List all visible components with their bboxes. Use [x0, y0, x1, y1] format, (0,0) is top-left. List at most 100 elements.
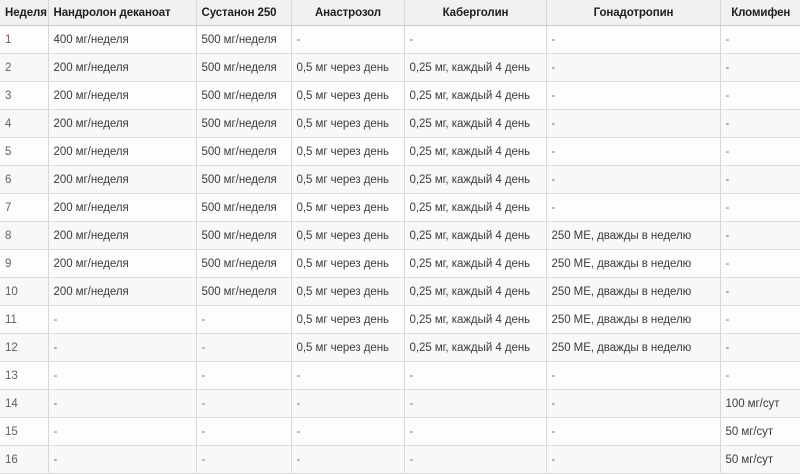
- cell-empty-dash: -: [196, 389, 292, 418]
- table-row: 11- -0,5 мг через день 0,25 мг, каждый 4 д…: [0, 305, 800, 334]
- cell-week-number: 6: [0, 165, 49, 194]
- cell-empty-dash: -: [720, 333, 800, 362]
- cell-week-number: 4: [0, 109, 49, 138]
- cell-dosage: 200 мг/неделя: [48, 221, 197, 250]
- cell-empty-dash: -: [720, 165, 800, 194]
- cell-dosage: 0,5 мг через день: [291, 305, 405, 334]
- cell-dosage: 500 мг/неделя: [196, 249, 292, 278]
- column-header-sustanon: Сустанон 250: [196, 0, 292, 26]
- cell-week-number: 12: [0, 333, 49, 362]
- cell-dosage: 500 мг/неделя: [196, 109, 292, 138]
- cell-week-number: 8: [0, 221, 49, 250]
- cell-dosage: 200 мг/неделя: [48, 249, 197, 278]
- cell-week-number: 5: [0, 137, 49, 166]
- cell-dosage: 0,25 мг, каждый 4 день: [404, 221, 547, 250]
- cell-empty-dash: -: [196, 305, 292, 334]
- cell-empty-dash: -: [720, 305, 800, 334]
- cell-week-number: 1: [0, 25, 49, 54]
- cell-empty-dash: -: [546, 165, 721, 194]
- cell-dosage: 0,5 мг через день: [291, 277, 405, 306]
- cell-empty-dash: -: [404, 361, 547, 390]
- cell-dosage: 500 мг/неделя: [196, 221, 292, 250]
- cell-empty-dash: -: [720, 109, 800, 138]
- cell-dosage: 100 мг/сут: [720, 389, 800, 418]
- cell-dosage: 500 мг/неделя: [196, 193, 292, 222]
- cell-dosage: 500 мг/неделя: [196, 137, 292, 166]
- cell-empty-dash: -: [720, 25, 800, 54]
- cell-empty-dash: -: [48, 333, 197, 362]
- cell-dosage: 250 МЕ, дважды в неделю: [546, 305, 721, 334]
- cell-empty-dash: -: [720, 53, 800, 82]
- cell-dosage: 200 мг/неделя: [48, 137, 197, 166]
- column-header-clomiphene: Кломифен: [720, 0, 800, 26]
- table-header-row: Неделя Нандролон деканоат Сустанон 250 А…: [0, 0, 800, 26]
- cell-empty-dash: -: [196, 333, 292, 362]
- cell-empty-dash: -: [720, 81, 800, 110]
- cell-empty-dash: -: [404, 445, 547, 474]
- cell-dosage: 500 мг/неделя: [196, 53, 292, 82]
- cell-empty-dash: -: [196, 445, 292, 474]
- cell-dosage: 500 мг/неделя: [196, 81, 292, 110]
- cell-empty-dash: -: [546, 81, 721, 110]
- cell-dosage: 500 мг/неделя: [196, 25, 292, 54]
- cell-dosage: 250 МЕ, дважды в неделю: [546, 249, 721, 278]
- cell-empty-dash: -: [546, 109, 721, 138]
- cell-dosage: 0,5 мг через день: [291, 193, 405, 222]
- cell-dosage: 200 мг/неделя: [48, 193, 197, 222]
- cell-dosage: 250 МЕ, дважды в неделю: [546, 277, 721, 306]
- column-header-cabergoline: Каберголин: [404, 0, 547, 26]
- cell-dosage: 0,5 мг через день: [291, 165, 405, 194]
- cell-dosage: 0,25 мг, каждый 4 день: [404, 165, 547, 194]
- cell-empty-dash: -: [546, 25, 721, 54]
- cell-empty-dash: -: [546, 53, 721, 82]
- cell-week-number: 2: [0, 53, 49, 82]
- cell-empty-dash: -: [291, 25, 405, 54]
- cell-empty-dash: -: [720, 221, 800, 250]
- cell-week-number: 15: [0, 417, 49, 446]
- cell-empty-dash: -: [48, 417, 197, 446]
- cell-empty-dash: -: [720, 361, 800, 390]
- cell-empty-dash: -: [720, 249, 800, 278]
- column-header-anastrozole: Анастрозол: [291, 0, 405, 26]
- cell-dosage: 250 МЕ, дважды в неделю: [546, 221, 721, 250]
- cell-dosage: 400 мг/неделя: [48, 25, 197, 54]
- column-header-week: Неделя: [0, 0, 49, 26]
- cell-dosage: 0,25 мг, каждый 4 день: [404, 109, 547, 138]
- cell-empty-dash: -: [404, 417, 547, 446]
- cell-empty-dash: -: [48, 445, 197, 474]
- cell-week-number: 10: [0, 277, 49, 306]
- cell-dosage: 0,25 мг, каждый 4 день: [404, 249, 547, 278]
- cell-empty-dash: -: [404, 389, 547, 418]
- column-header-gonadotropin: Гонадотропин: [546, 0, 721, 26]
- cell-week-number: 3: [0, 81, 49, 110]
- cell-empty-dash: -: [720, 137, 800, 166]
- cell-week-number: 16: [0, 445, 49, 474]
- table-row: 14- - - - -100 мг/сут: [0, 389, 800, 418]
- cell-empty-dash: -: [48, 361, 197, 390]
- column-header-nandrolone: Нандролон деканоат: [48, 0, 197, 26]
- cell-dosage: 0,5 мг через день: [291, 333, 405, 362]
- cell-dosage: 0,25 мг, каждый 4 день: [404, 193, 547, 222]
- cell-week-number: 13: [0, 361, 49, 390]
- cell-dosage: 50 мг/сут: [720, 417, 800, 446]
- cell-empty-dash: -: [48, 305, 197, 334]
- cell-empty-dash: -: [546, 417, 721, 446]
- cell-dosage: 0,25 мг, каждый 4 день: [404, 53, 547, 82]
- table-row: 1 400 мг/неделя 500 мг/неделя - - - -: [0, 25, 800, 54]
- cell-empty-dash: -: [404, 25, 547, 54]
- cell-dosage: 0,5 мг через день: [291, 109, 405, 138]
- cell-dosage: 0,25 мг, каждый 4 день: [404, 305, 547, 334]
- cell-dosage: 200 мг/неделя: [48, 109, 197, 138]
- table-header: Неделя Нандролон деканоат Сустанон 250 А…: [0, 0, 800, 26]
- cell-empty-dash: -: [546, 445, 721, 474]
- cell-empty-dash: -: [48, 389, 197, 418]
- cell-dosage: 200 мг/неделя: [48, 81, 197, 110]
- cell-dosage: 200 мг/неделя: [48, 277, 197, 306]
- cell-empty-dash: -: [720, 277, 800, 306]
- cell-empty-dash: -: [546, 193, 721, 222]
- table-row: 5 200 мг/неделя 500 мг/неделя 0,5 мг через …: [0, 137, 800, 166]
- cell-empty-dash: -: [196, 417, 292, 446]
- cell-empty-dash: -: [546, 361, 721, 390]
